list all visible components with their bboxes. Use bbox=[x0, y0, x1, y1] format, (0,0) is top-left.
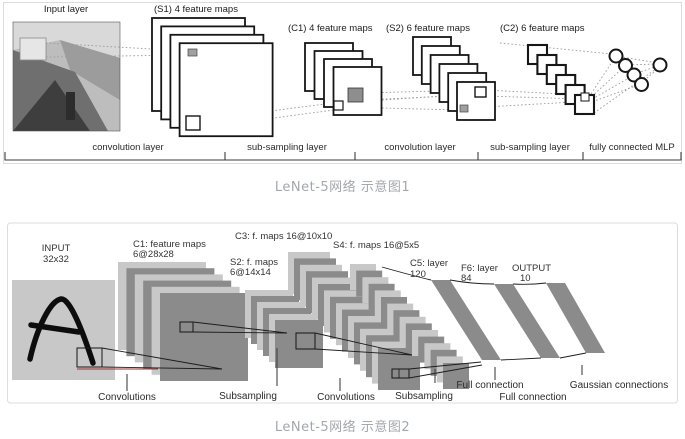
op-label-subsampling-2: Subsampling bbox=[395, 391, 453, 402]
label-c5-2: 120 bbox=[410, 269, 426, 280]
op-label-gaussian-connections: Gaussian connections bbox=[570, 380, 668, 391]
label-output-1: OUTPUT bbox=[512, 263, 551, 274]
label-c1-1: C1: feature maps bbox=[133, 239, 206, 250]
lenet5-diagram-2: INPUT 32x32 C1: feature maps 6@28x28 S2:… bbox=[0, 222, 685, 415]
operation-ticks bbox=[126, 348, 583, 391]
caption-figure2: LeNet-5网络 示意图2 bbox=[274, 420, 411, 435]
s2-feature-map-stack bbox=[412, 36, 496, 121]
handwritten-a-arch bbox=[27, 296, 96, 366]
c2-feature-map-stack bbox=[526, 43, 596, 116]
label-input-layer: Input layer bbox=[44, 4, 88, 15]
s1-receptive-patch bbox=[187, 48, 198, 57]
input-photo bbox=[12, 21, 121, 132]
label-s2-1: S2: f. maps bbox=[230, 257, 278, 268]
c5-layer-stripe bbox=[431, 280, 501, 360]
op-label-convolutions-1: Convolutions bbox=[98, 392, 156, 403]
label-c2: (C2) 6 feature maps bbox=[500, 23, 585, 34]
caption-figure1: LeNet-5网络 示意图1 bbox=[274, 180, 411, 195]
c1-receptive-patch bbox=[347, 87, 364, 103]
label-c1-2: 6@28x28 bbox=[133, 249, 174, 260]
label-input-1: INPUT bbox=[42, 243, 71, 254]
f6-layer-stripe bbox=[494, 284, 560, 358]
s2-receptive-patch bbox=[459, 104, 469, 113]
bracket-label-subsampling-1: sub-sampling layer bbox=[247, 142, 327, 153]
op-label-full-connection-2: Full connection bbox=[499, 392, 566, 403]
bracket-label-mlp: fully connected MLP bbox=[589, 142, 675, 153]
input-patch bbox=[19, 37, 47, 61]
label-s2: (S2) 6 feature maps bbox=[386, 23, 470, 34]
fc-layer-stripes bbox=[431, 280, 605, 360]
lenet5-diagram-2-svg: INPUT 32x32 C1: feature maps 6@28x28 S2:… bbox=[7, 222, 678, 404]
stage-bracket bbox=[4, 152, 682, 161]
c1-plane-stack bbox=[118, 262, 248, 381]
label-f6-1: F6: layer bbox=[461, 263, 498, 274]
fc-connector-lines bbox=[381, 266, 587, 361]
label-s4: S4: f. maps 16@5x5 bbox=[333, 240, 419, 251]
input-image bbox=[12, 280, 115, 380]
figure2-border bbox=[7, 222, 678, 404]
s1-pool-window bbox=[185, 115, 201, 131]
bracket-label-convolution-1: convolution layer bbox=[92, 142, 163, 153]
bracket-label-subsampling-2: sub-sampling layer bbox=[490, 142, 570, 153]
op-label-full-connection-1: Full connection bbox=[456, 380, 523, 391]
s1-feature-map-stack bbox=[151, 17, 274, 138]
mlp-neurons bbox=[608, 48, 668, 92]
label-s2-2: 6@14x14 bbox=[230, 267, 271, 278]
figure1-border bbox=[3, 2, 682, 164]
receptive-field-lines bbox=[76, 321, 483, 379]
output-layer-stripe bbox=[546, 283, 605, 353]
lenet5-diagram-1-svg: Input layer (S1) 4 feature maps (C1) 4 f… bbox=[3, 2, 682, 164]
label-c1: (C1) 4 feature maps bbox=[288, 23, 373, 34]
s2-plane-stack bbox=[245, 290, 323, 368]
label-s1: (S1) 4 feature maps bbox=[154, 4, 238, 15]
label-c3: C3: f. maps 16@10x10 bbox=[235, 231, 332, 242]
c1-pool-window bbox=[333, 100, 344, 111]
s2-pool-window bbox=[474, 86, 487, 98]
label-input-2: 32x32 bbox=[43, 254, 69, 265]
op-label-subsampling-1: Subsampling bbox=[219, 391, 277, 402]
bracket-label-convolution-2: convolution layer bbox=[384, 142, 455, 153]
label-output-2: 10 bbox=[520, 273, 531, 284]
label-f6-2: 84 bbox=[461, 273, 472, 284]
op-label-convolutions-2: Convolutions bbox=[317, 392, 375, 403]
handwritten-a-bar bbox=[28, 322, 82, 335]
lenet5-diagram-1: Input layer (S1) 4 feature maps (C1) 4 f… bbox=[0, 0, 685, 177]
c2-pool-window bbox=[580, 92, 590, 102]
c1-feature-map-stack bbox=[304, 42, 383, 116]
s4-plane-stack bbox=[350, 264, 469, 389]
label-c5-1: C5: layer bbox=[410, 258, 448, 269]
